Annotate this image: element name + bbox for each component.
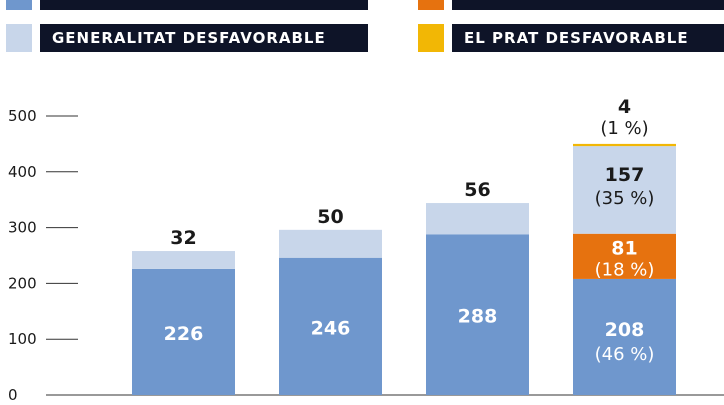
legend-item-blue bbox=[6, 0, 368, 10]
legend-swatch-blue bbox=[6, 0, 32, 10]
legend-label-orange bbox=[452, 0, 724, 10]
legend-label-prat: EL PRAT DESFAVORABLE bbox=[452, 24, 724, 52]
data-label-3-1: 81 bbox=[611, 237, 637, 259]
data-label-pct-3-0: (46 %) bbox=[595, 344, 655, 365]
data-label-3-2: 157 bbox=[605, 164, 645, 186]
data-label-3-3: 4 bbox=[618, 96, 631, 118]
legend-swatch-prat bbox=[418, 24, 444, 52]
data-label-1-0: 246 bbox=[311, 317, 351, 339]
y-tick-label-5: 500 bbox=[8, 107, 37, 125]
y-tick-label-2: 200 bbox=[8, 274, 37, 292]
bar-segment-1-0 bbox=[279, 257, 382, 395]
legend-swatch-orange bbox=[418, 0, 444, 10]
data-label-0-0: 226 bbox=[164, 323, 204, 345]
bar-segment-2-2 bbox=[426, 203, 529, 235]
data-label-1-2: 50 bbox=[317, 206, 343, 228]
bar-segment-0-0 bbox=[132, 268, 235, 395]
data-label-pct-3-2: (35 %) bbox=[595, 188, 655, 209]
bar-segment-3-2 bbox=[573, 146, 676, 234]
bar-segment-1-2 bbox=[279, 229, 382, 258]
bar-segment-2-0 bbox=[426, 234, 529, 395]
data-label-2-0: 288 bbox=[458, 306, 498, 328]
legend-item-prat: EL PRAT DESFAVORABLE bbox=[418, 24, 724, 52]
y-tick-label-0: 0 bbox=[8, 386, 18, 404]
data-label-2-2: 56 bbox=[464, 179, 490, 201]
bar-segment-0-2 bbox=[132, 251, 235, 269]
legend-label-generalitat: GENERALITAT DESFAVORABLE bbox=[40, 24, 368, 52]
y-tick-label-3: 300 bbox=[8, 219, 37, 237]
data-label-3-0: 208 bbox=[605, 319, 645, 341]
bar-segment-3-3 bbox=[573, 143, 676, 147]
y-tick-label-4: 400 bbox=[8, 163, 37, 181]
data-label-pct-3-3: (1 %) bbox=[600, 118, 648, 139]
legend-label-blue bbox=[40, 0, 368, 10]
y-tick-label-1: 100 bbox=[8, 330, 37, 348]
legend-item-orange bbox=[418, 0, 724, 10]
data-label-pct-3-1: (18 %) bbox=[595, 259, 655, 280]
bar-segment-3-1 bbox=[573, 233, 676, 279]
bar-segment-3-0 bbox=[573, 278, 676, 395]
legend-swatch-generalitat bbox=[6, 24, 32, 52]
legend-item-generalitat: GENERALITAT DESFAVORABLE bbox=[6, 24, 368, 52]
data-label-0-2: 32 bbox=[170, 227, 196, 249]
